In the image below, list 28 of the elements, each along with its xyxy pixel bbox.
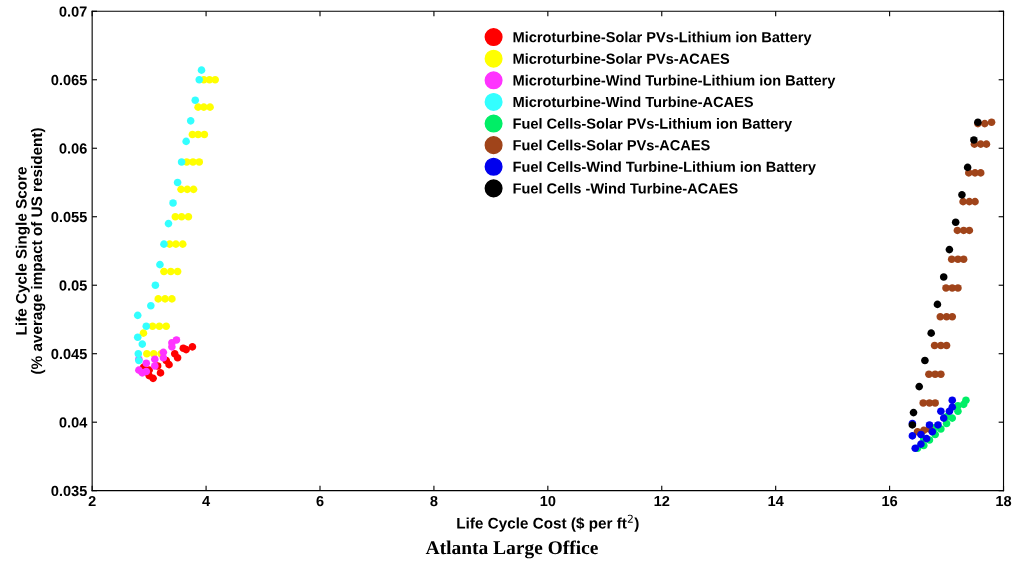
y-tick-label: 0.06: [59, 143, 87, 154]
y-tick-label: 0.05: [59, 280, 87, 291]
y-tick-label: 0.035: [51, 485, 87, 497]
legend-label: Microturbine-Wind Turbine-Lithium ion Battery: [513, 74, 836, 89]
legend-label: Fuel Cells-Solar PVs-Lithium ion Battery: [513, 118, 793, 132]
legend-label: Fuel Cells-Wind Turbine-Lithium ion Battery: [513, 161, 816, 175]
text: Atlanta Large Office: [425, 540, 598, 559]
y-tick-label: 0.045: [51, 348, 87, 360]
x-tick-label: 4: [202, 496, 211, 507]
y-axis-title: Life Cycle Single Score (% average impact of US resident): [15, 128, 46, 374]
legend-label: Fuel Cells-Solar PVs-ACAES: [513, 139, 710, 151]
legend-label: Microturbine-Solar PVs-ACAES: [513, 53, 730, 64]
legend-label: Fuel Cells -Wind Turbine-ACAES: [513, 182, 738, 194]
x-tick-label: 6: [316, 495, 324, 507]
x-tick-label: 10: [540, 495, 556, 507]
x-tick-label: 16: [882, 495, 898, 507]
x-tick-label: 14: [768, 496, 784, 507]
legend-label: Microturbine-Solar PVs-Lithium ion Battery: [513, 31, 812, 46]
x-tick-label: 12: [654, 495, 670, 507]
y-tick-label: 0.055: [51, 211, 87, 223]
legend-label: Microturbine-Wind Turbine-ACAES: [513, 96, 754, 108]
x-tick-label: 18: [996, 495, 1012, 507]
x-tick-label: 2: [88, 495, 96, 507]
y-tick-label: 0.065: [51, 74, 87, 86]
x-axis-title: Life Cycle Cost ($ per ft$^{2}$): [457, 514, 639, 532]
y-tick-label: 0.04: [59, 417, 88, 428]
y-tick-label: 0.07: [59, 6, 87, 17]
x-tick-label: 8: [430, 495, 438, 507]
